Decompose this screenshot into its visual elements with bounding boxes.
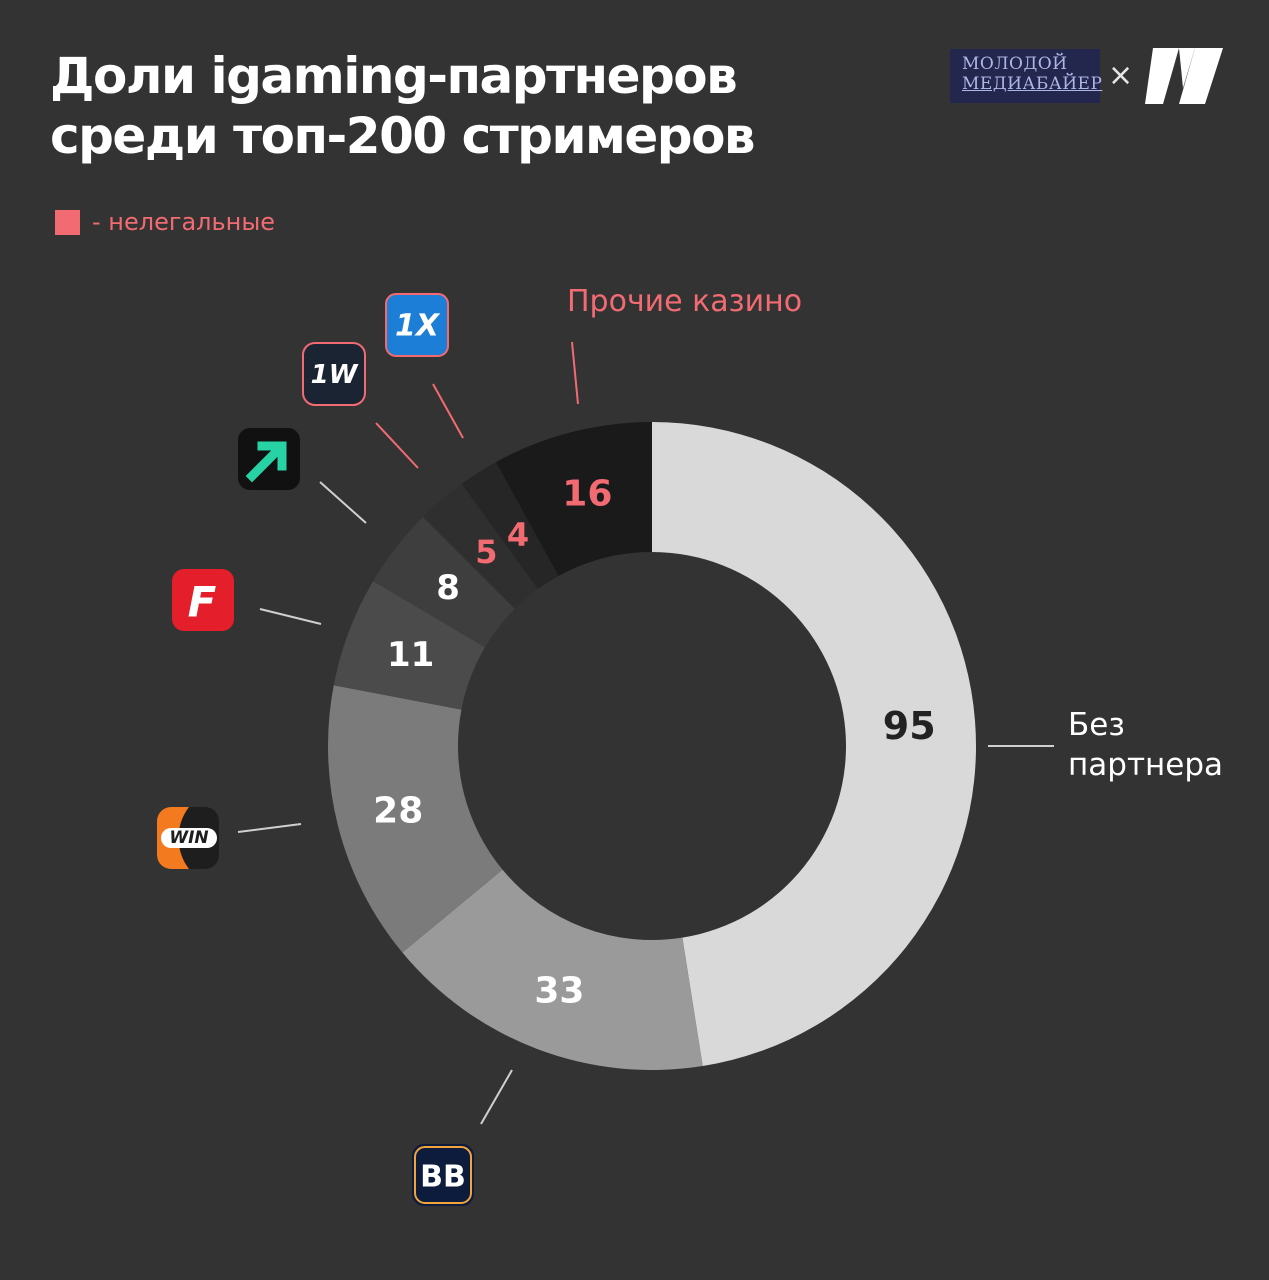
svg-text:F: F [188,578,217,627]
brand-line2: МЕДИАБАЙЕР [962,74,1103,94]
bb-logo-icon: BB [412,1144,474,1206]
value-label-0: 95 [883,704,936,748]
1x-logo-icon: 1X [385,293,449,357]
donut-slice-1 [402,869,703,1070]
value-label-7: 16 [562,474,612,515]
svg-text:1X: 1X [395,309,441,344]
brand-separator: × [1108,58,1134,93]
f-logo-icon: F [172,569,234,631]
leader-line-1 [480,1069,513,1125]
donut-slice-2 [327,685,503,953]
outer-label-other-casinos: Прочие казино [567,282,802,322]
win-logo-icon: WIN [157,807,219,869]
donut-slice-6 [461,462,559,590]
green-arrow-logo-icon [238,428,300,490]
value-label-5: 5 [475,533,497,571]
1w-logo-icon: 1W [302,342,366,406]
donut-slice-3 [333,581,486,710]
value-label-1: 33 [534,971,584,1012]
leader-line-5 [375,422,419,469]
leader-line-4 [319,481,367,524]
outer-label-no-partner: Без партнера [1068,705,1223,785]
chart-title-line1: Доли igaming-партнеров [50,47,738,105]
value-label-2: 28 [373,791,423,832]
leader-line-7 [571,341,579,405]
legend-swatch-illegal [55,209,80,235]
chart-title-line2: среди топ-200 стримеров [50,107,756,165]
value-label-6: 4 [507,516,529,554]
brand-logos: МОЛОДОЙ МЕДИАБАЙЕР × [950,48,1225,104]
molodoy-mediabayer-logo: МОЛОДОЙ МЕДИАБАЙЕР [950,49,1103,103]
outer-label-no-partner-line1: Без [1068,707,1125,743]
chart-title: Доли igaming-партнеров среди топ-200 стр… [50,46,756,166]
outer-label-other-casinos-text: Прочие казино [567,284,803,319]
brand-line1: МОЛОДОЙ [962,54,1068,74]
slash-logo-icon [1145,48,1224,104]
leader-line-2 [237,823,302,833]
leader-line-6 [432,383,464,439]
donut-slice-0 [652,422,976,1067]
donut-slice-7 [495,422,652,576]
outer-label-no-partner-line2: партнера [1068,747,1224,783]
value-label-3: 11 [387,635,434,675]
donut-slice-4 [373,516,515,648]
svg-text:BB: BB [420,1160,466,1195]
svg-text:WIN: WIN [169,828,208,848]
legend-label-illegal: - нелегальные [92,208,276,236]
donut-slice-5 [422,483,538,609]
svg-text:1W: 1W [311,360,359,390]
legend: - нелегальные [55,208,275,236]
leader-line-3 [259,608,322,625]
value-label-4: 8 [436,568,460,608]
